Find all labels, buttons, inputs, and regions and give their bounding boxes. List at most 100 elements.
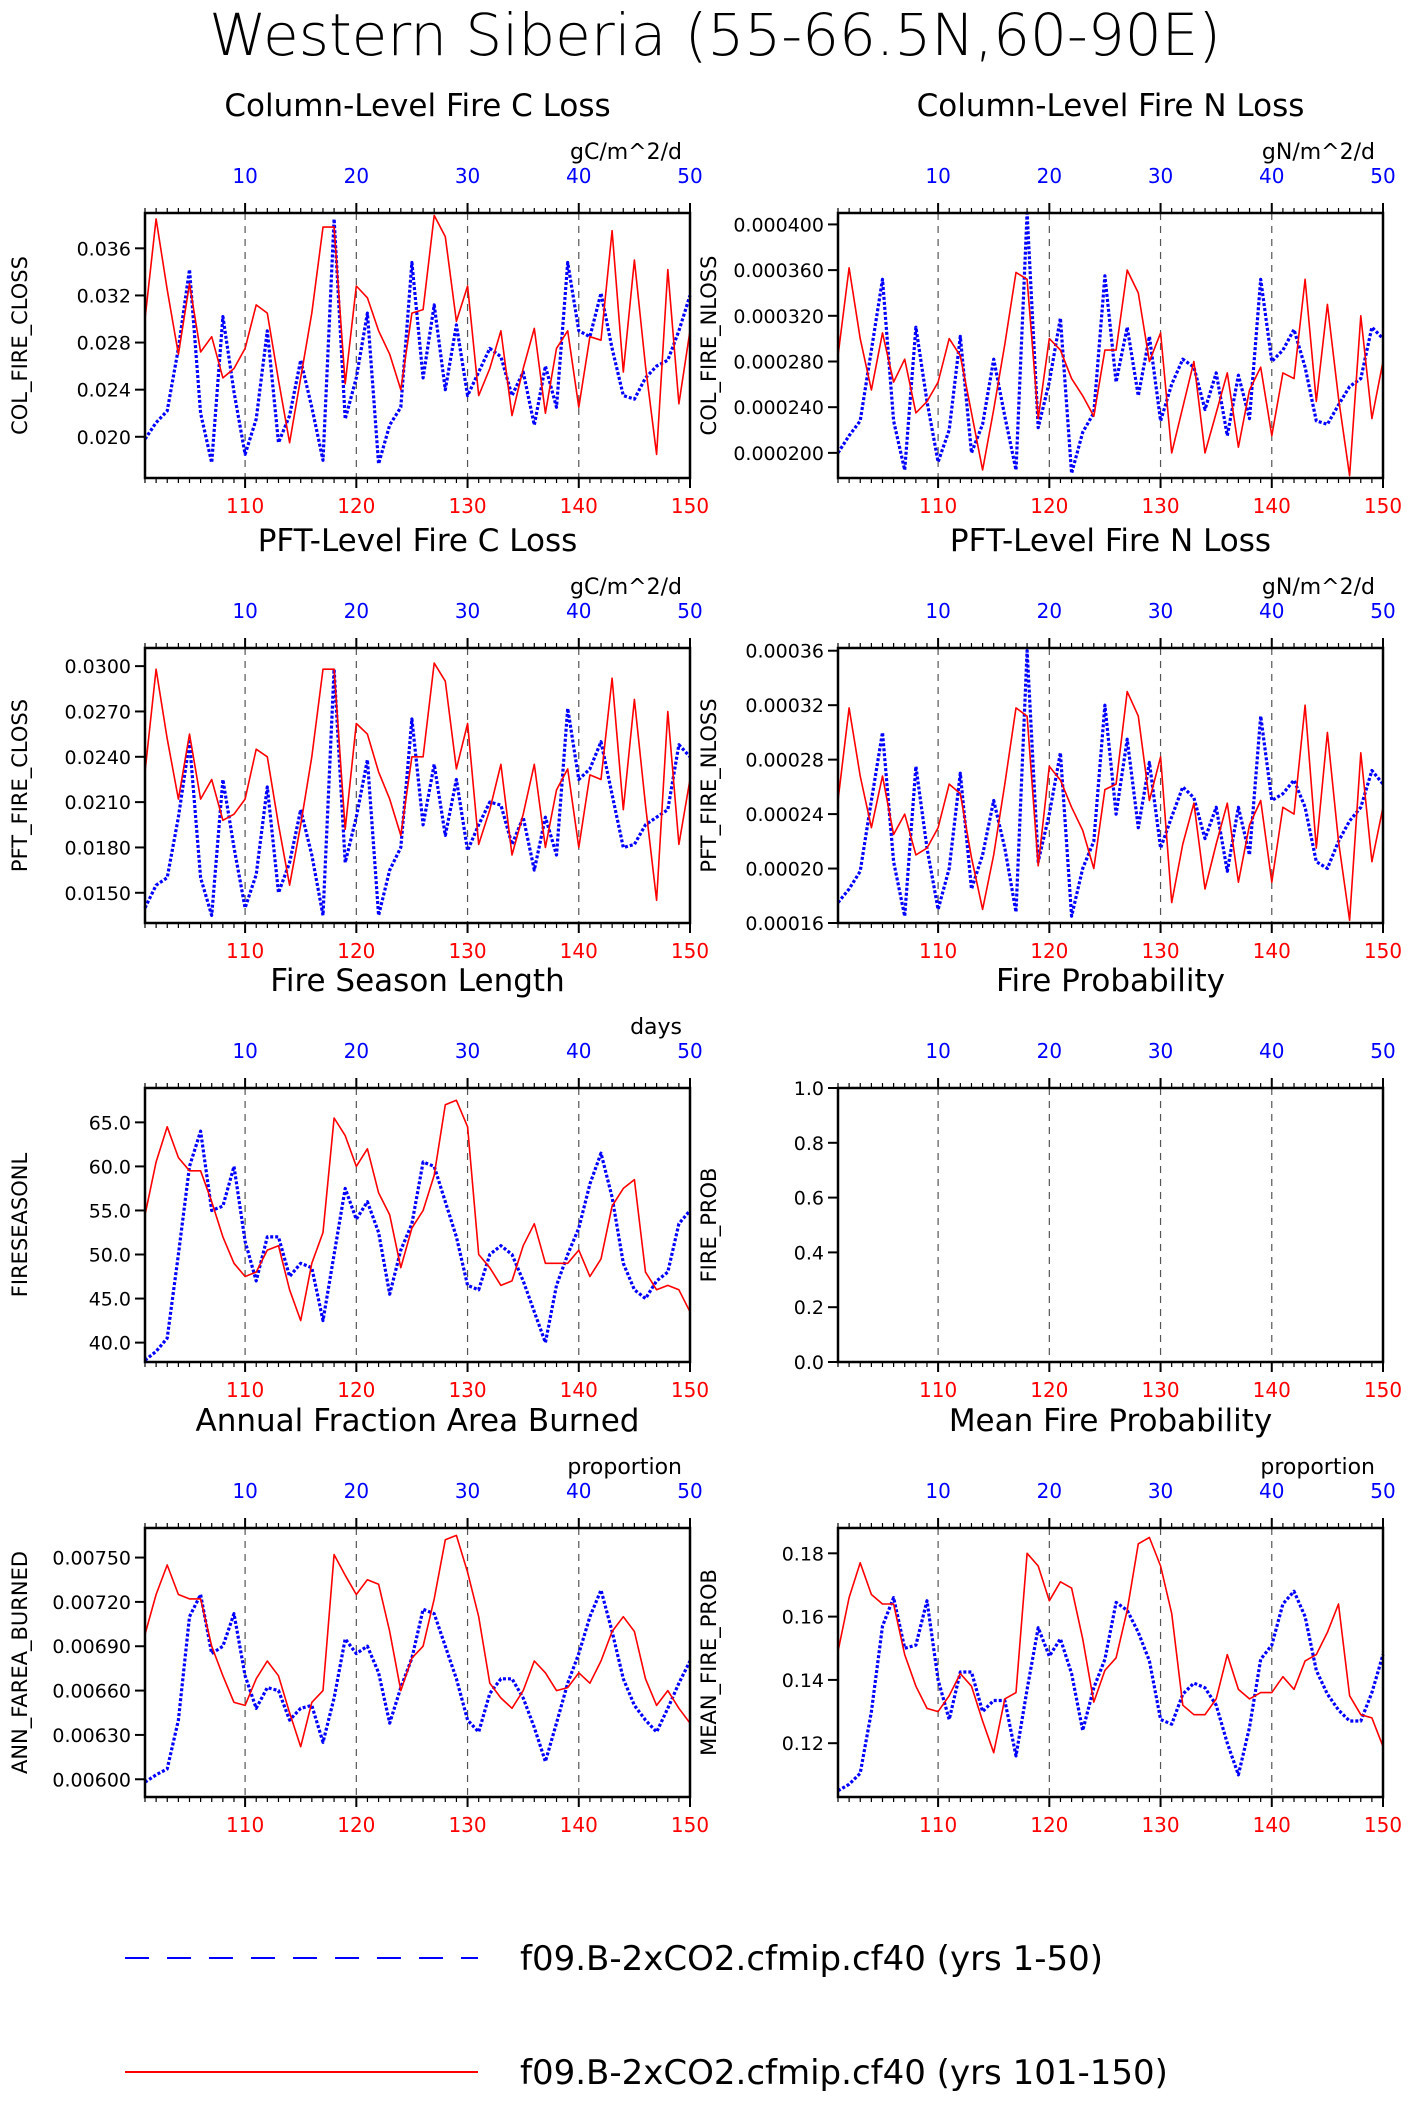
bottom-tick-label: 130: [448, 1813, 486, 1837]
chart-units: proportion: [567, 1455, 682, 1480]
y-tick-label: 0.0: [794, 1352, 824, 1374]
bottom-tick-label: 130: [1141, 494, 1179, 518]
top-tick-label: 30: [1148, 599, 1173, 623]
top-tick-label: 50: [677, 1479, 702, 1503]
top-tick-label: 50: [677, 1039, 702, 1063]
y-tick-label: 40.0: [89, 1333, 131, 1355]
chart-panel-5: Fire Probability 10 20 30 40 50 110 120 130 140 15…: [697, 963, 1402, 1402]
y-tick-label: 0.00600: [52, 1769, 131, 1791]
y-axis-label: FIRE_PROB: [697, 1168, 722, 1283]
y-tick-label: 0.4: [794, 1242, 824, 1264]
series-line-red: [837, 1536, 1384, 1754]
bottom-tick-label: 140: [560, 494, 598, 518]
y-tick-label: 0.00020: [745, 859, 824, 881]
y-tick-label: 0.036: [77, 238, 131, 260]
chart-panel-3: PFT-Level Fire N Loss gN/m^2/d 10 20 30 40 50 1…: [697, 523, 1402, 963]
top-tick-label: 30: [1148, 1479, 1173, 1503]
chart-title: Column-Level Fire C Loss: [224, 88, 610, 124]
top-tick-label: 10: [925, 1479, 950, 1503]
top-tick-label: 50: [1370, 1479, 1395, 1503]
y-tick-label: 0.000240: [733, 397, 824, 419]
chart-title: Fire Probability: [996, 963, 1225, 999]
y-tick-label: 0.0270: [65, 701, 131, 723]
chart-panel-4: Fire Season Length days 10 20 30 40 50 110 120 13…: [8, 963, 709, 1402]
y-axis-label: ANN_FAREA_BURNED: [8, 1551, 33, 1774]
y-tick-label: 0.00660: [52, 1681, 131, 1703]
top-tick-label: 20: [1037, 1039, 1062, 1063]
y-tick-label: 0.000400: [733, 214, 824, 236]
chart-panel-7: Mean Fire Probability proportion 10 20 30 40 5…: [697, 1403, 1402, 1837]
bottom-tick-label: 140: [1253, 1378, 1291, 1402]
top-tick-label: 50: [677, 599, 702, 623]
plot-frame: [143, 1086, 692, 1364]
y-tick-label: 0.000200: [733, 443, 824, 465]
chart-units: gN/m^2/d: [1262, 140, 1375, 165]
top-tick-label: 10: [232, 1479, 257, 1503]
top-tick-label: 40: [1259, 1479, 1284, 1503]
bottom-tick-label: 150: [671, 494, 709, 518]
bottom-tick-label: 140: [560, 939, 598, 963]
series-line-blue: [837, 1589, 1385, 1793]
top-tick-label: 40: [566, 1479, 591, 1503]
bottom-tick-label: 120: [1030, 1378, 1068, 1402]
top-tick-label: 30: [455, 599, 480, 623]
y-tick-label: 0.00750: [52, 1548, 131, 1570]
y-tick-label: 0.028: [77, 333, 131, 355]
bottom-tick-label: 130: [1141, 1378, 1179, 1402]
y-tick-label: 0.16: [782, 1607, 824, 1629]
bottom-tick-label: 150: [1364, 939, 1402, 963]
plot-frame: [143, 211, 692, 480]
top-tick-label: 20: [1037, 164, 1062, 188]
top-tick-label: 10: [925, 164, 950, 188]
bottom-tick-label: 110: [226, 1378, 264, 1402]
top-tick-label: 40: [566, 599, 591, 623]
plot-frame: [836, 1526, 1385, 1799]
top-tick-label: 50: [677, 164, 702, 188]
plot-frame: [836, 1086, 1385, 1364]
top-tick-label: 20: [1037, 599, 1062, 623]
chart-title: Mean Fire Probability: [949, 1403, 1272, 1439]
top-tick-label: 10: [232, 1039, 257, 1063]
y-axis-label: COL_FIRE_CLOSS: [8, 256, 33, 435]
bottom-tick-label: 130: [1141, 1813, 1179, 1837]
y-tick-label: 0.024: [77, 380, 131, 402]
top-tick-label: 30: [455, 1479, 480, 1503]
chart-units: gC/m^2/d: [570, 575, 682, 600]
y-tick-label: 50.0: [89, 1245, 131, 1267]
y-axis-label: MEAN_FIRE_PROB: [697, 1569, 722, 1756]
plot-frame: [143, 646, 692, 925]
legend-label-0: f09.B-2xCO2.cfmip.cf40 (yrs 1-50): [520, 1939, 1103, 1979]
y-tick-label: 0.00028: [745, 750, 824, 772]
chart-units: gC/m^2/d: [570, 140, 682, 165]
top-tick-label: 50: [1370, 1039, 1395, 1063]
top-tick-label: 50: [1370, 164, 1395, 188]
bottom-tick-label: 140: [1253, 1813, 1291, 1837]
bottom-tick-label: 120: [337, 1378, 375, 1402]
chart-panel-0: Column-Level Fire C Loss gC/m^2/d 10 20 30 40…: [8, 88, 709, 518]
top-tick-label: 10: [925, 599, 950, 623]
plot-frame: [836, 211, 1385, 480]
chart-title: PFT-Level Fire N Loss: [950, 523, 1271, 559]
chart-panel-6: Annual Fraction Area Burned proportion 10 2…: [8, 1403, 709, 1837]
series-line-blue: [836, 211, 1385, 475]
y-tick-label: 0.000320: [733, 306, 824, 328]
chart-title: Annual Fraction Area Burned: [196, 1403, 640, 1439]
panels: Column-Level Fire C Loss gC/m^2/d 10 20 30 40…: [8, 88, 1402, 1837]
y-tick-label: 0.12: [782, 1733, 824, 1755]
bottom-tick-label: 150: [671, 1378, 709, 1402]
y-tick-label: 0.0240: [65, 747, 131, 769]
series-line-blue: [143, 217, 692, 466]
series-line-blue: [144, 1129, 692, 1362]
bottom-tick-label: 120: [1030, 494, 1068, 518]
y-tick-label: 0.020: [77, 427, 131, 449]
top-tick-label: 30: [1148, 1039, 1173, 1063]
bottom-tick-label: 130: [448, 494, 486, 518]
bottom-tick-label: 140: [1253, 939, 1291, 963]
chart-panel-1: Column-Level Fire N Loss gN/m^2/d 10 20 30 40…: [697, 88, 1402, 518]
bottom-tick-label: 150: [671, 939, 709, 963]
bottom-tick-label: 110: [919, 939, 957, 963]
top-tick-label: 40: [1259, 164, 1284, 188]
y-tick-label: 0.0150: [65, 883, 131, 905]
chart-title: Column-Level Fire N Loss: [917, 88, 1305, 124]
